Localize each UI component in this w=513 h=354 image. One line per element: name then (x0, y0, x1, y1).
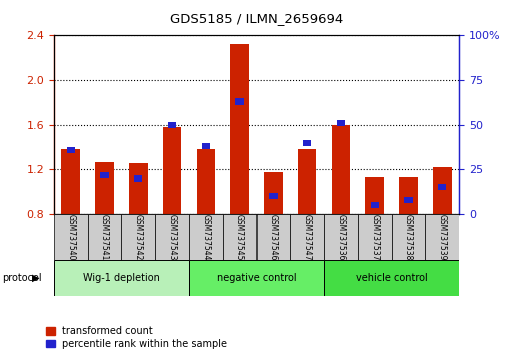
Bar (230, 44, 249, 214)
Bar (54, 214, 88, 260)
Bar (54, 260, 189, 296)
Bar (358, 214, 391, 260)
Bar (163, 127, 182, 214)
Text: GSM737538: GSM737538 (404, 214, 413, 261)
Bar (189, 214, 223, 260)
Bar (223, 214, 256, 260)
Bar (101, 172, 109, 178)
Bar (303, 139, 311, 146)
Bar (264, 172, 283, 214)
Bar (88, 214, 122, 260)
Text: GSM737539: GSM737539 (438, 214, 447, 261)
Bar (298, 149, 317, 214)
Bar (196, 149, 215, 214)
Bar (391, 214, 425, 260)
Bar (290, 214, 324, 260)
Bar (331, 125, 350, 214)
Text: GSM737544: GSM737544 (201, 214, 210, 261)
Text: GSM737545: GSM737545 (235, 214, 244, 261)
Bar (256, 214, 290, 260)
Text: GSM737542: GSM737542 (134, 214, 143, 261)
Bar (168, 122, 176, 128)
Text: vehicle control: vehicle control (356, 273, 427, 283)
Text: negative control: negative control (216, 273, 297, 283)
Bar (95, 162, 114, 214)
Text: GDS5185 / ILMN_2659694: GDS5185 / ILMN_2659694 (170, 12, 343, 25)
Bar (189, 260, 324, 296)
Text: GSM737547: GSM737547 (303, 214, 312, 261)
Bar (129, 163, 148, 214)
Bar (425, 214, 459, 260)
Text: GSM737546: GSM737546 (269, 214, 278, 261)
Bar (365, 177, 384, 214)
Bar (324, 214, 358, 260)
Text: ▶: ▶ (32, 273, 40, 283)
Bar (404, 197, 412, 203)
Text: Wig-1 depletion: Wig-1 depletion (83, 273, 160, 283)
Text: protocol: protocol (3, 273, 42, 283)
Bar (202, 143, 210, 149)
Text: GSM737540: GSM737540 (66, 214, 75, 261)
Text: GSM737537: GSM737537 (370, 214, 379, 261)
Text: GSM737541: GSM737541 (100, 214, 109, 261)
Bar (235, 98, 244, 105)
Legend: transformed count, percentile rank within the sample: transformed count, percentile rank withi… (46, 326, 227, 349)
Bar (324, 260, 459, 296)
Bar (370, 202, 379, 209)
Bar (337, 120, 345, 126)
Bar (67, 147, 75, 153)
Text: GSM737536: GSM737536 (337, 214, 345, 261)
Bar (269, 193, 278, 199)
Bar (134, 175, 143, 182)
Bar (62, 149, 80, 214)
Bar (122, 214, 155, 260)
Text: GSM737543: GSM737543 (168, 214, 176, 261)
Bar (155, 214, 189, 260)
Bar (433, 167, 451, 214)
Bar (438, 184, 446, 190)
Bar (399, 177, 418, 214)
